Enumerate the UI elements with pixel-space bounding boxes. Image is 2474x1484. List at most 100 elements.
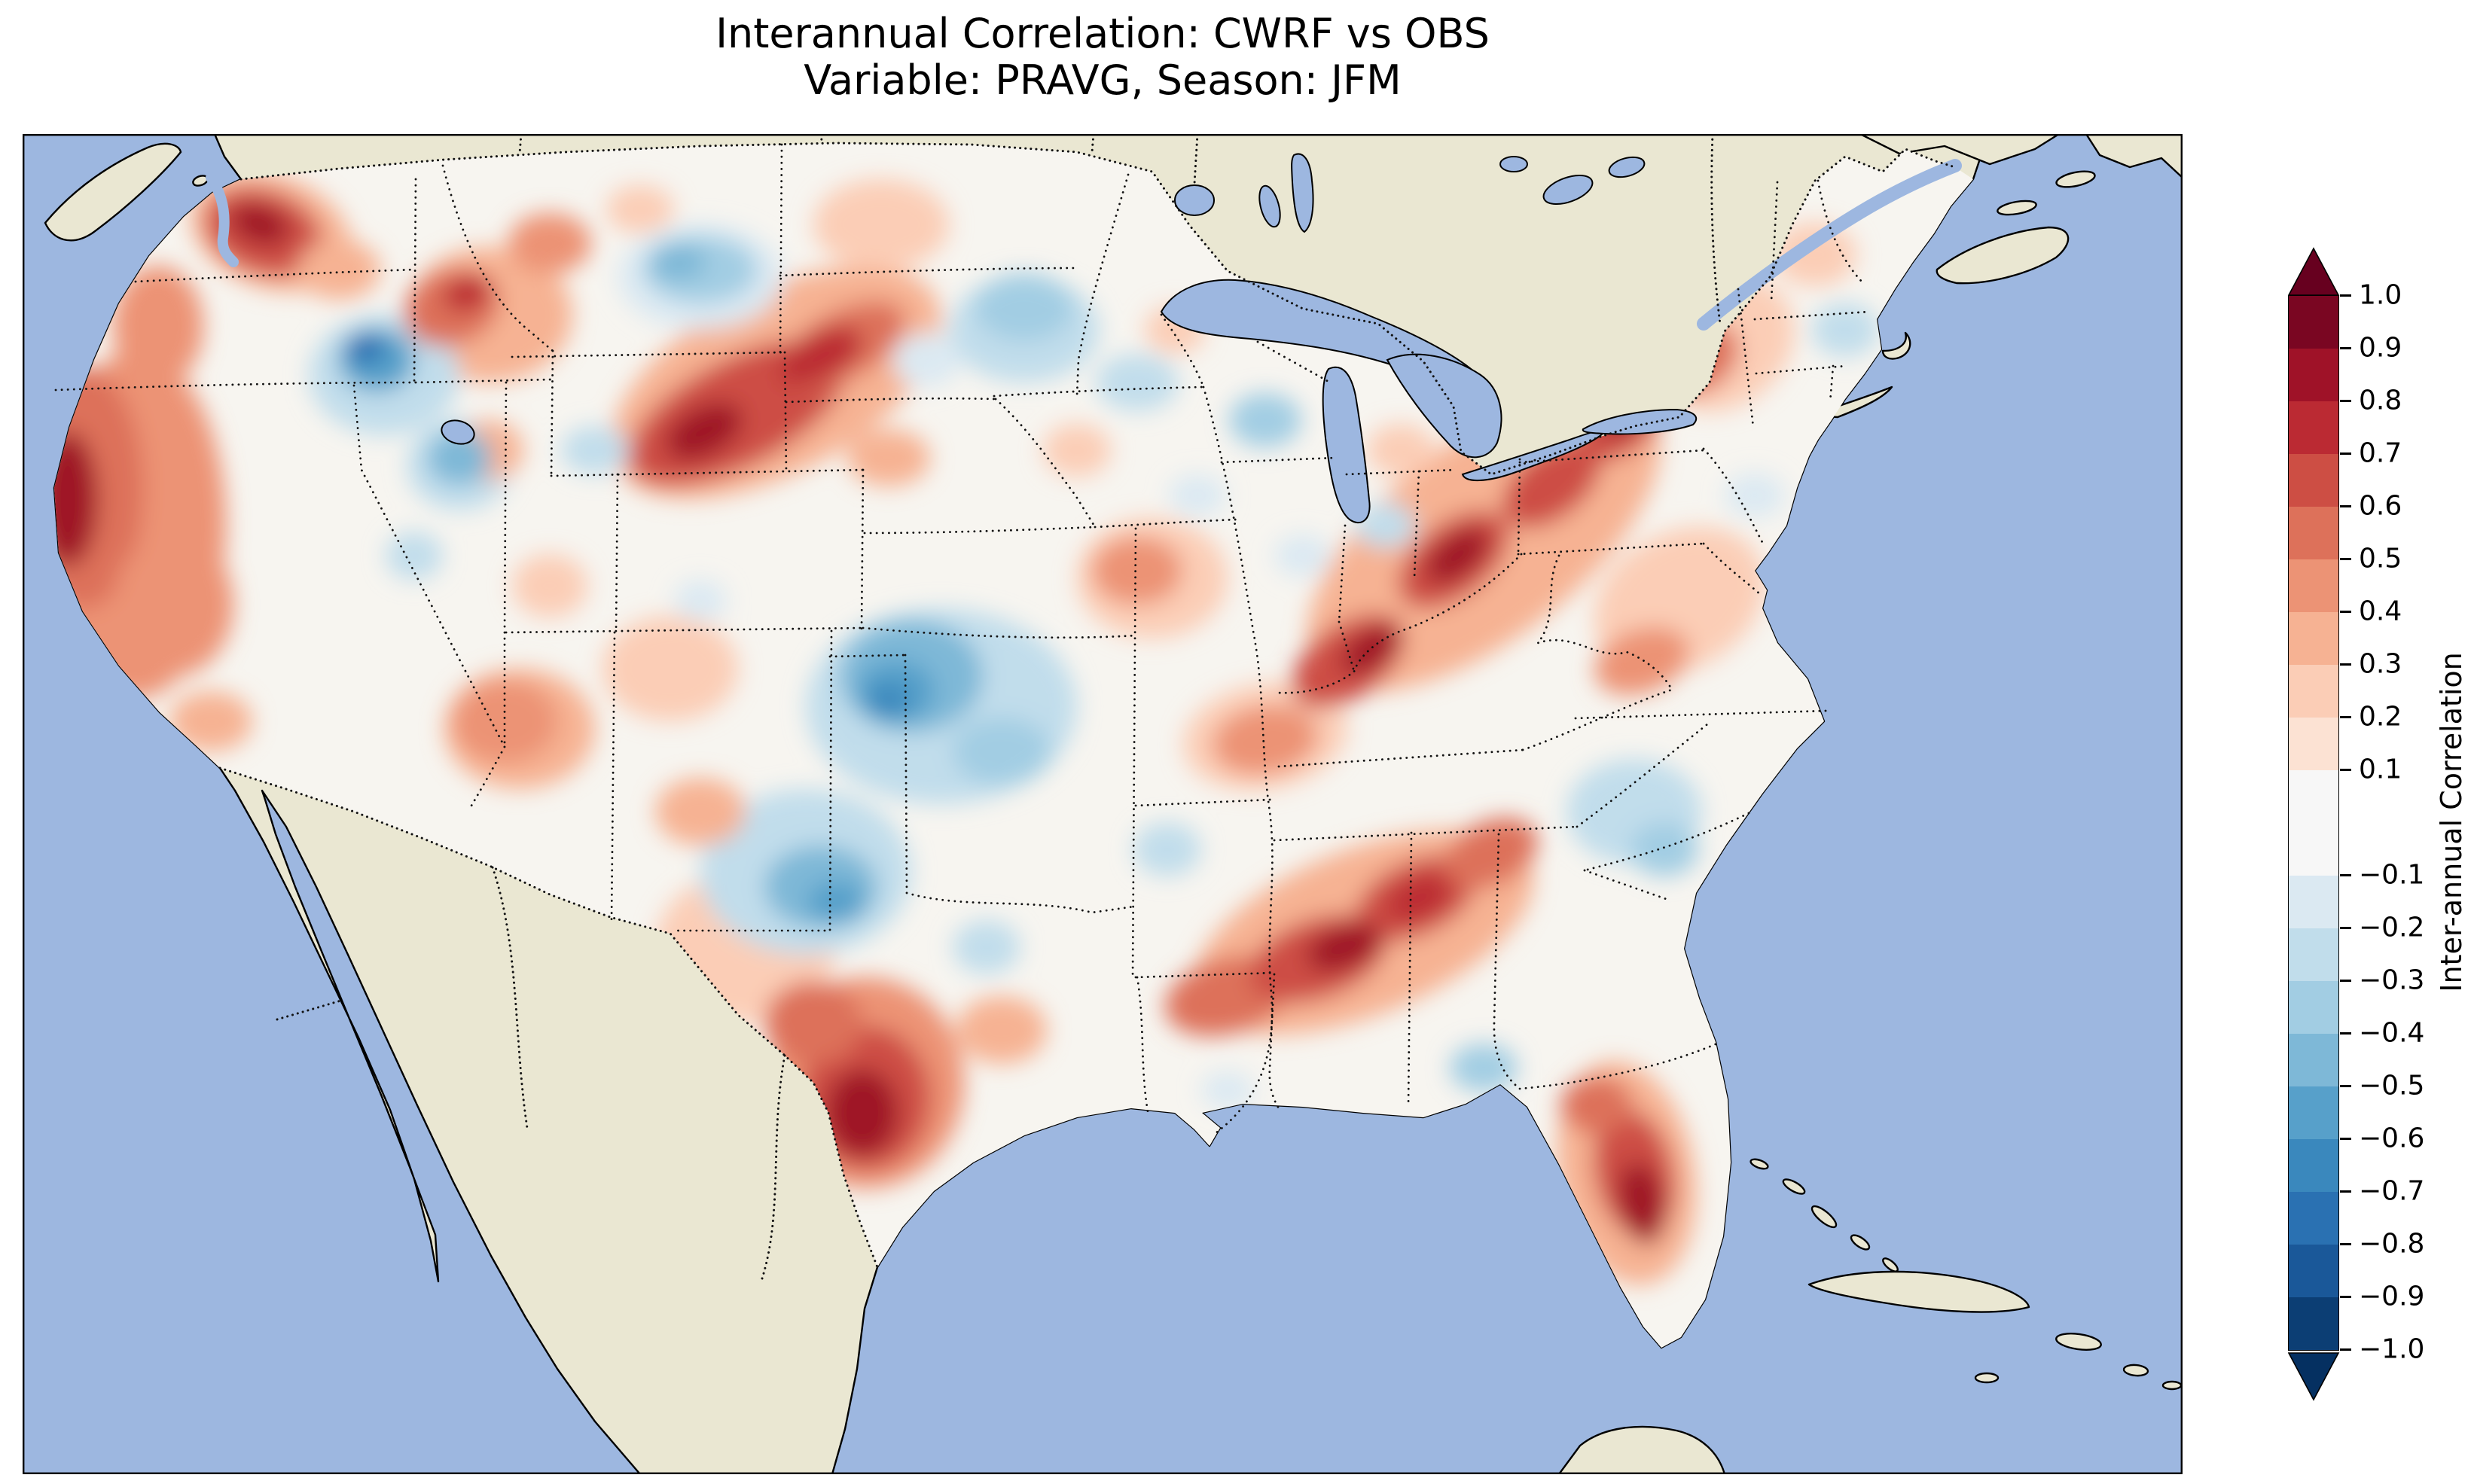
colorbar-band <box>2289 718 2338 770</box>
colorbar-tick-label: 0.5 <box>2359 543 2402 574</box>
colorbar-tick-label: −0.3 <box>2359 964 2425 996</box>
state-borders <box>54 143 1871 1137</box>
colorbar-band <box>2289 1086 2338 1139</box>
colorbar-tick <box>2340 1084 2351 1087</box>
colorbar-tick <box>2340 1137 2351 1140</box>
vancouver-island <box>44 142 182 242</box>
colorbar-tick <box>2340 715 2351 718</box>
colorbar-tick <box>2340 610 2351 613</box>
colorbar-tick <box>2340 452 2351 455</box>
colorbar-tick-label: −1.0 <box>2359 1333 2425 1365</box>
colorbar-tick-label: −0.1 <box>2359 859 2425 891</box>
canadian-lake <box>1608 156 1646 178</box>
colorbar-extend-max-arrow <box>2288 247 2340 296</box>
bahamas-island <box>1811 1205 1838 1229</box>
lake-huron <box>1386 353 1502 459</box>
colorbar-tick-label: 0.7 <box>2359 437 2402 469</box>
colorbar: 1.0 0.9 0.8 0.7 0.6 0.5 0.4 0.3 0.2 0.1 −0.1 −0.2 −0… <box>2265 233 2474 1483</box>
axes-frame <box>23 134 2183 1474</box>
colorbar-tick <box>2340 1295 2351 1298</box>
lake-winnipeg <box>1291 153 1314 233</box>
great-salt-lake <box>441 419 475 445</box>
colorbar-tick-label: 0.6 <box>2359 490 2402 522</box>
colorbar-band <box>2289 612 2338 665</box>
bahamas-island <box>1749 1158 1769 1170</box>
colorbar-tick <box>2340 294 2351 297</box>
lake-ontario <box>1582 408 1698 435</box>
puerto-rico <box>2122 1364 2149 1377</box>
colorbar-band <box>2289 981 2338 1034</box>
colorbar-tick-label: −0.4 <box>2359 1017 2425 1049</box>
colorbar-tick <box>2340 768 2351 771</box>
canada-provincial-borders <box>518 134 1722 325</box>
lake-manitoba <box>1258 184 1281 228</box>
nova-scotia <box>1936 226 2070 285</box>
colorbar-band <box>2289 454 2338 507</box>
colorbar-tick <box>2340 1190 2351 1193</box>
colorbar-tick-label: 1.0 <box>2359 279 2402 311</box>
chart-title: Interannual Correlation: CWRF vs OBS Var… <box>23 11 2183 104</box>
colorbar-band <box>2289 401 2338 454</box>
st-lawrence-river <box>1697 159 1962 331</box>
colorbar-band <box>2289 770 2338 876</box>
colorbar-tick-label: −0.5 <box>2359 1070 2425 1102</box>
mexico-state-borders <box>276 866 786 1280</box>
correlation-blobs <box>54 172 1879 1285</box>
colorbar-band <box>2289 1297 2338 1350</box>
bahamas-island <box>1782 1178 1806 1195</box>
newfoundland-corner <box>2085 134 2183 179</box>
colorbar-tick <box>2340 926 2351 929</box>
canadian-lake <box>1542 174 1594 206</box>
country-borders <box>218 134 1957 1280</box>
yucatan <box>1557 1425 1726 1474</box>
colorbar-axis-label: Inter-annual Correlation <box>2435 652 2468 992</box>
lake-of-the-woods <box>1174 184 1215 216</box>
colorbar-band <box>2289 876 2338 928</box>
colorbar-band <box>2289 1245 2338 1297</box>
colorbar-tick-label: 0.3 <box>2359 648 2402 680</box>
colorbar-tick-label: −0.8 <box>2359 1228 2425 1260</box>
colorbar-tick <box>2340 1242 2351 1245</box>
colorbar-band <box>2289 349 2338 401</box>
colorbar-tick-label: 0.1 <box>2359 754 2402 785</box>
bahamas-island <box>1882 1257 1899 1272</box>
colorbar-tick-label: −0.9 <box>2359 1281 2425 1312</box>
us-correlation-map <box>23 134 2183 1474</box>
colorbar-band <box>2289 665 2338 718</box>
hispaniola <box>2055 1333 2102 1351</box>
colorbar-tick-label: 0.9 <box>2359 332 2402 364</box>
colorbar-extend-min-arrow <box>2288 1352 2340 1401</box>
colorbar-tick-label: 0.8 <box>2359 385 2402 416</box>
colorbar-tick-label: 0.4 <box>2359 596 2402 627</box>
colorbar-tick <box>2340 504 2351 507</box>
mexico-border <box>218 766 879 1269</box>
jamaica <box>1974 1372 2000 1384</box>
colorbar-tick <box>2340 1031 2351 1035</box>
colorbar-bands <box>2288 295 2339 1351</box>
small-island <box>2161 1380 2183 1391</box>
colorbar-tick <box>2340 557 2351 560</box>
puget-sound <box>206 172 239 267</box>
colorbar-tick-label: 0.2 <box>2359 701 2402 733</box>
colorbar-tick-label: −0.2 <box>2359 912 2425 943</box>
canada-border <box>239 142 1957 476</box>
colorbar-tick <box>2340 979 2351 982</box>
anticosti-island <box>2055 170 2096 188</box>
bahamas-island <box>1850 1234 1871 1251</box>
lakes <box>441 153 1698 524</box>
colorbar-band <box>2289 507 2338 559</box>
colorbar-tick-label: −0.6 <box>2359 1123 2425 1154</box>
colorbar-band <box>2289 559 2338 612</box>
colorbar-tick <box>2340 663 2351 666</box>
colorbar-tick-label: −0.7 <box>2359 1175 2425 1207</box>
colorbar-band <box>2289 1034 2338 1086</box>
colorbar-tick <box>2340 873 2351 876</box>
islands <box>44 134 2183 1474</box>
cape-cod <box>1881 331 1911 360</box>
canadian-lake <box>1499 156 1528 172</box>
colorbar-tick <box>2340 1348 2351 1351</box>
colorbar-tick <box>2340 399 2351 402</box>
colorbar-band <box>2289 1139 2338 1192</box>
colorbar-band <box>2289 928 2338 981</box>
prince-edward-island <box>1997 200 2037 216</box>
